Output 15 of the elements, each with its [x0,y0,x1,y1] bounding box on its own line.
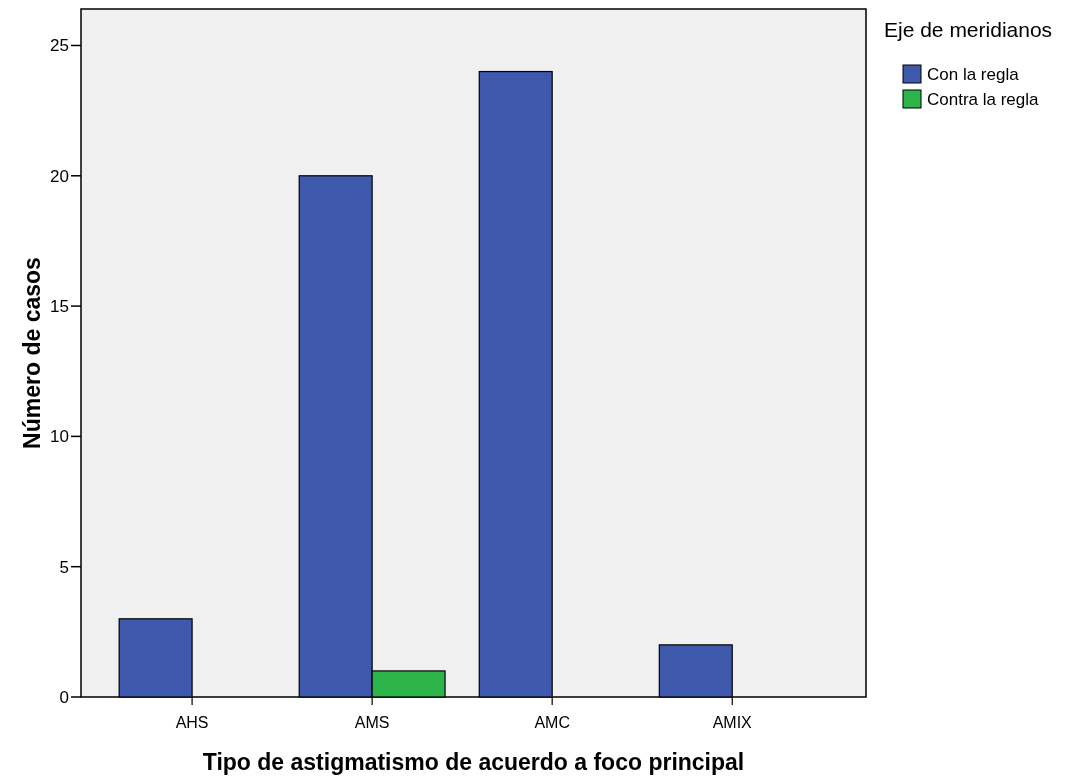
x-tick-label: AMC [534,714,570,731]
y-tick-label: 20 [50,166,69,186]
y-tick-label: 0 [59,687,69,707]
y-tick-label: 15 [50,297,69,317]
x-tick-label: AMIX [712,714,753,731]
x-tick-label: AHS [175,714,209,731]
x-tick-label: AMS [354,714,390,731]
x-axis-title: Tipo de astigmatismo de acuerdo a foco principal [202,749,745,775]
y-tick-label: 5 [59,557,69,577]
y-tick-label: 25 [50,36,69,56]
legend-label: Con la regla [927,65,1020,84]
y-tick-label: 10 [50,427,69,447]
y-axis-title: Número de casos [19,257,45,449]
legend-title: Eje de meridianos [884,18,1053,41]
legend-label: Contra la regla [927,90,1040,109]
